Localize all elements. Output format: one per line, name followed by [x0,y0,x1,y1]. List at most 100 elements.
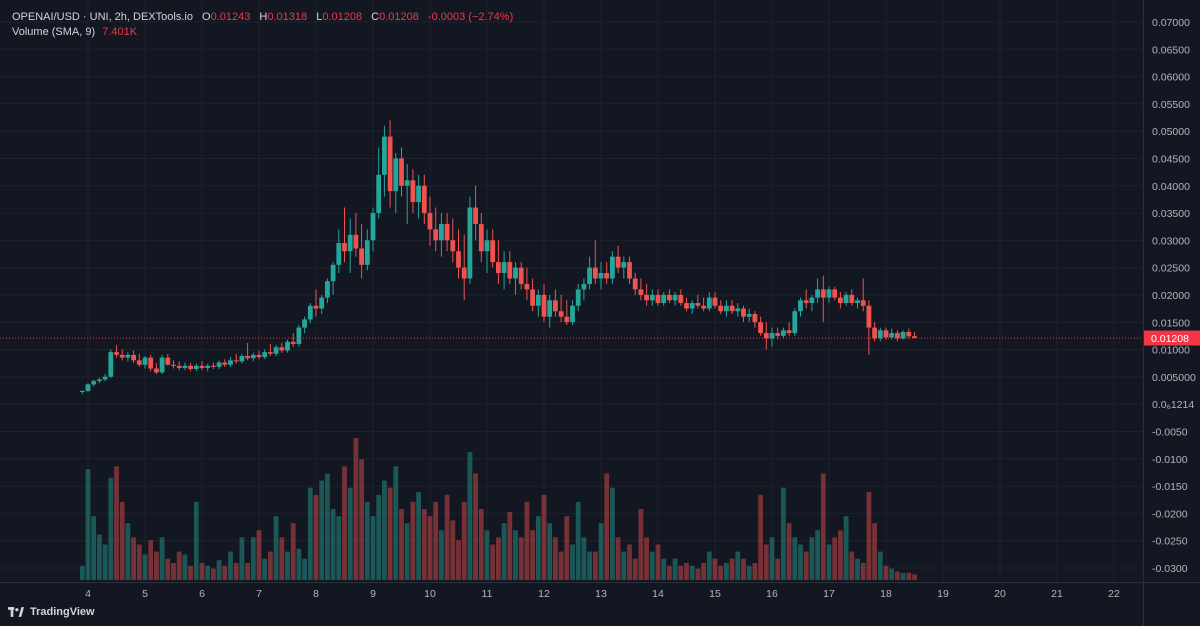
candle-body [661,294,667,304]
volume-bar [883,565,889,580]
volume-bar [114,466,119,580]
tradingview-brand[interactable]: TradingView [8,606,95,618]
close-value: 0.01208 [379,11,419,23]
candle-body [855,300,860,304]
candle-body [325,281,330,298]
time-tick-label: 17 [823,588,835,600]
volume-bar [165,558,171,580]
candle-body [193,365,199,370]
candle-body [199,365,205,368]
volume-bar [313,494,319,580]
volume-bar [570,544,575,580]
candle-body [142,357,148,365]
time-tick-label: 11 [482,588,493,600]
volume-bar [872,523,877,580]
time-tick-label: 18 [880,588,892,600]
volume-bar [809,537,815,580]
time-axis[interactable]: 4 5 6 7 8 9 10 11 12 13 14 15 16 17 18 19 20 21 22 [0,582,1200,601]
candle-body [872,327,877,339]
volume-bar [615,537,621,580]
candle-body [302,319,307,328]
price-tick-label: 0.01000 [1152,345,1190,357]
volume-bar [781,487,786,580]
volume-bar [410,501,416,580]
candle-body [735,308,741,312]
volume-bar [758,494,763,580]
candle-body [393,158,399,192]
volume-bar [461,501,467,580]
volume-bar [644,537,649,580]
volume-bar [507,511,513,580]
candle-body [467,207,473,279]
candle-body [513,267,518,279]
candle-body [530,289,535,306]
price-tick-label: -0.0200 [1152,508,1188,520]
volume-bar [404,523,410,580]
volume-bar [661,558,667,580]
candle-body [604,273,610,279]
volume-bar [421,509,427,580]
volume-bar [655,544,661,580]
volume-bar [159,537,165,580]
candle-body [752,313,758,323]
price-tick-label: 0.02000 [1152,290,1190,302]
volume-bar [444,494,450,580]
volume-bar [860,562,866,580]
volume-bar [79,565,85,580]
volume-bar [501,523,507,580]
volume-bar [433,501,439,580]
volume-bar [387,487,393,580]
candle-body [490,240,496,263]
volume-bar [496,537,501,580]
symbol-label[interactable]: OPENAI/USD · UNI, 2h, DEXTools.io [12,11,193,23]
candle-body [672,294,678,301]
price-tick-label: 0.02500 [1152,263,1190,275]
candle-body [427,213,433,230]
volume-bar [154,551,159,580]
last-price-tag [1144,330,1200,346]
candle-body [364,240,370,265]
volume-indicator-label[interactable]: Volume (SMA, 9) [12,26,96,38]
price-tick-label: -0.0250 [1152,536,1188,548]
candlesticks [79,120,917,395]
volume-bar [467,452,473,580]
volume-bar [211,568,216,580]
candle-body [205,365,211,368]
volume-bar [735,551,741,580]
volume-bar [866,491,872,580]
volume-bar [592,551,598,580]
candle-body [507,262,513,279]
candle-body [724,305,729,312]
candle-body [866,305,872,328]
time-tick-label: 20 [994,588,1006,600]
volume-bar [832,537,838,580]
candle-body [826,289,832,298]
candle-body [564,316,570,323]
price-tick-label: 0.05000 [1152,126,1190,138]
volume-bar [855,558,860,580]
time-tick-label: 22 [1108,588,1120,600]
volume-bar [826,544,832,580]
volume-bar [712,558,718,580]
volume-bar [228,551,233,580]
volume-bar [393,466,399,580]
candle-body [421,185,427,213]
volume-bar [638,509,644,580]
volume-bar [256,530,262,580]
volume-bar [233,562,239,580]
price-tick-label: -0.0300 [1152,563,1188,575]
candle-body [119,354,125,358]
candle-body [632,278,638,290]
candle-body [553,300,558,312]
volume-bar [627,544,632,580]
volume-bar [724,562,729,580]
price-tick-label: -0.0150 [1152,481,1188,493]
volume-bar [171,562,176,580]
candle-body [684,303,689,309]
candle-body [359,248,364,265]
time-tick-label: 10 [424,588,436,600]
volume-bar [382,480,387,580]
volume-bar [359,459,364,580]
